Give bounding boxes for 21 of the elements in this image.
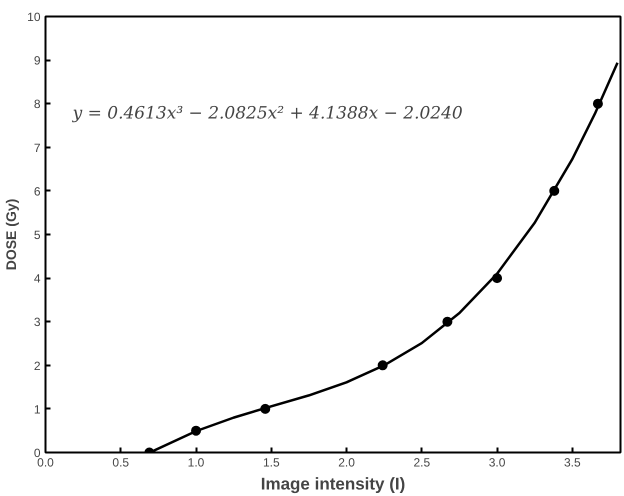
y-tick-label: 2 [34, 358, 41, 373]
y-tick-label: 8 [34, 97, 41, 112]
x-tick-label: 2.5 [413, 456, 430, 470]
y-tick-label: 3 [34, 315, 41, 330]
x-tick-label: 0.5 [112, 456, 130, 470]
x-tick-label: 3.0 [488, 456, 506, 470]
y-tick-label: 7 [34, 140, 41, 155]
y-tick-label: 10 [27, 10, 41, 24]
y-tick-label: 5 [34, 228, 41, 242]
x-tick-label: 1.0 [188, 456, 205, 470]
x-tick-label: 0.0 [37, 456, 54, 470]
x-tick-label: 1.5 [262, 456, 280, 470]
y-tick-label: 1 [34, 402, 41, 416]
x-axis-title: Image intensity (I) [260, 474, 406, 494]
y-tick-label: 9 [34, 54, 41, 68]
annotation: y = 0.4613x³ − 2.0825x² + 4.1388x − 2.0240 [72, 103, 463, 124]
y-axis-title: DOSE (Gy) [3, 198, 20, 270]
y-tick-label: 4 [34, 272, 41, 286]
x-tick-label: 2.0 [338, 456, 356, 470]
y-tick-label: 6 [34, 184, 41, 198]
x-tick-label: 3.5 [564, 456, 581, 470]
